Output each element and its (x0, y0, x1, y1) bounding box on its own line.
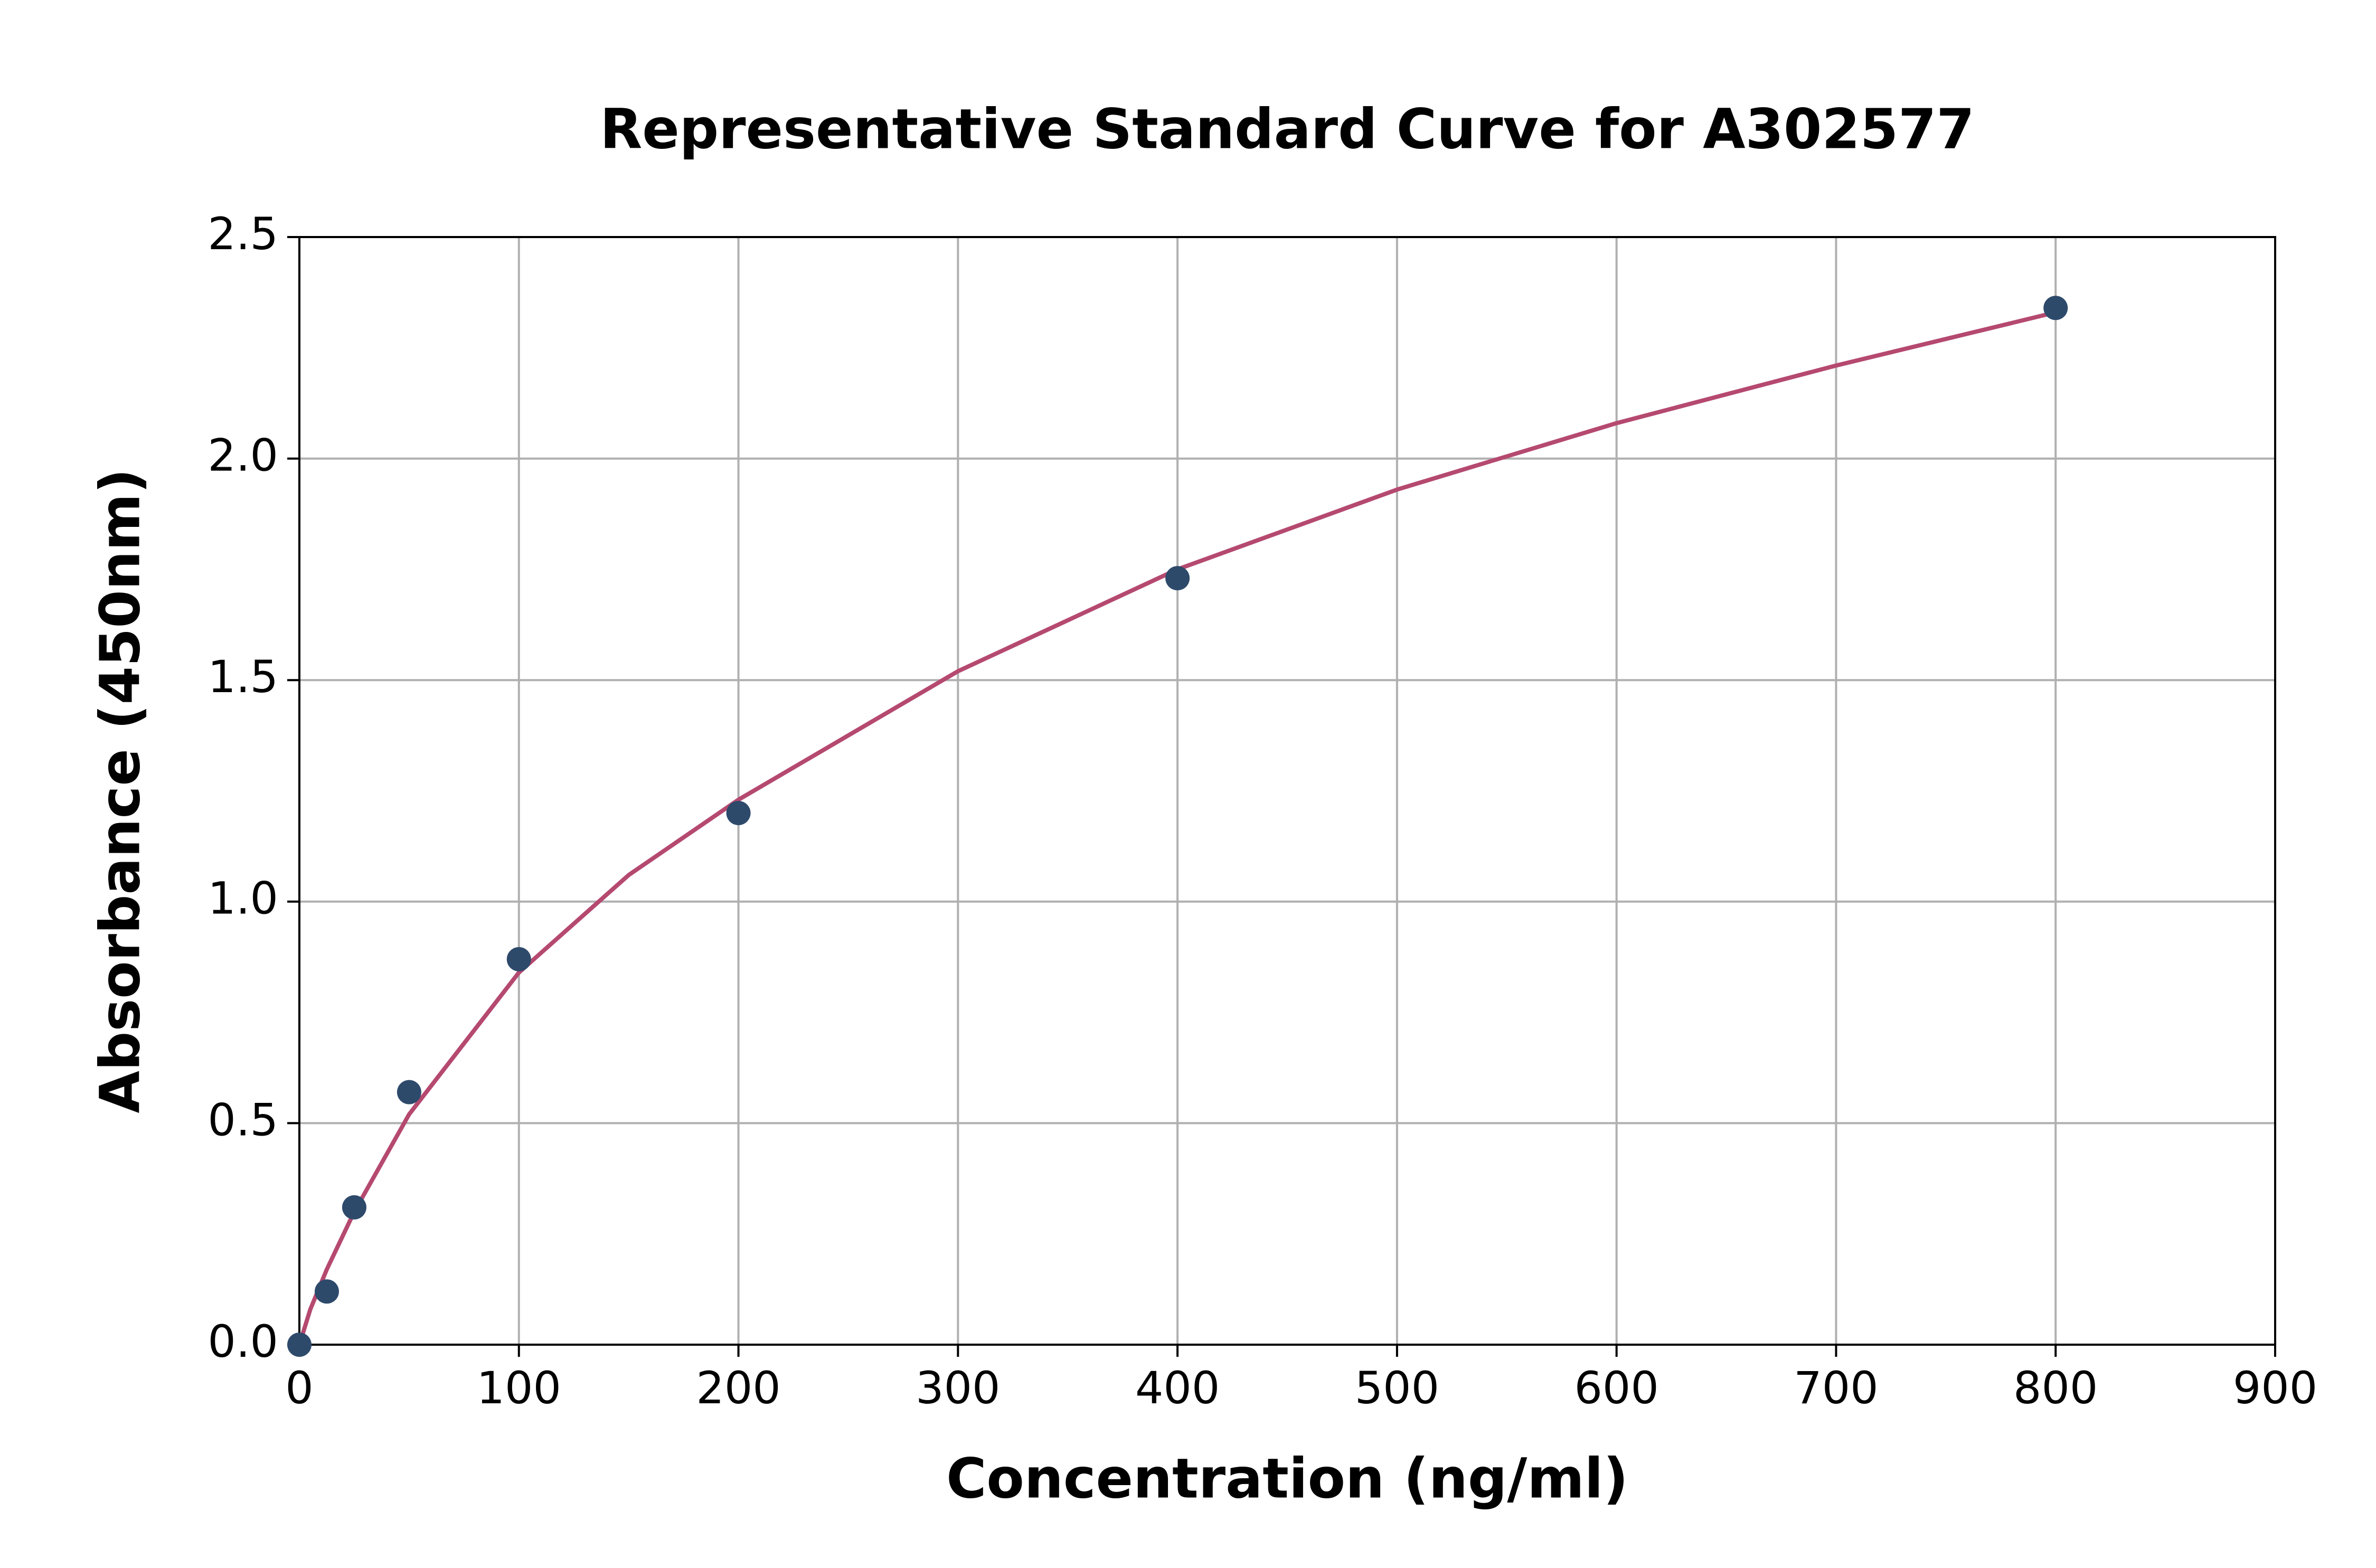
y-tick-label: 2.5 (208, 208, 278, 260)
data-point (2043, 296, 2068, 320)
y-tick-label: 1.0 (208, 873, 278, 924)
data-point (314, 1279, 339, 1304)
data-point (397, 1080, 421, 1104)
x-tick-label: 0 (285, 1362, 313, 1414)
y-tick-label: 2.0 (208, 430, 278, 481)
x-tick-label: 700 (1794, 1362, 1878, 1414)
x-tick-label: 400 (1135, 1362, 1220, 1414)
x-tick-label: 100 (477, 1362, 561, 1414)
y-tick-label: 0.5 (208, 1094, 278, 1146)
x-tick-label: 600 (1574, 1362, 1658, 1414)
y-axis-label: Absorbance (450nm) (88, 468, 152, 1113)
data-point (726, 800, 751, 825)
x-tick-label: 900 (2233, 1362, 2317, 1414)
chart-title: Representative Standard Curve for A30257… (600, 97, 1975, 161)
data-point (342, 1195, 366, 1220)
y-tick-label: 0.0 (208, 1316, 278, 1367)
fit-curve (297, 310, 2057, 1346)
x-axis-label: Concentration (ng/ml) (946, 1446, 1628, 1510)
plot-frame (298, 236, 2276, 1346)
x-tick-label: 800 (2013, 1362, 2098, 1414)
x-tick-label: 500 (1355, 1362, 1439, 1414)
data-point (1165, 566, 1190, 591)
data-point (506, 947, 531, 971)
data-point (287, 1333, 312, 1357)
y-tick-label: 1.5 (208, 651, 278, 703)
x-tick-label: 300 (916, 1362, 1000, 1414)
x-tick-label: 200 (696, 1362, 780, 1414)
